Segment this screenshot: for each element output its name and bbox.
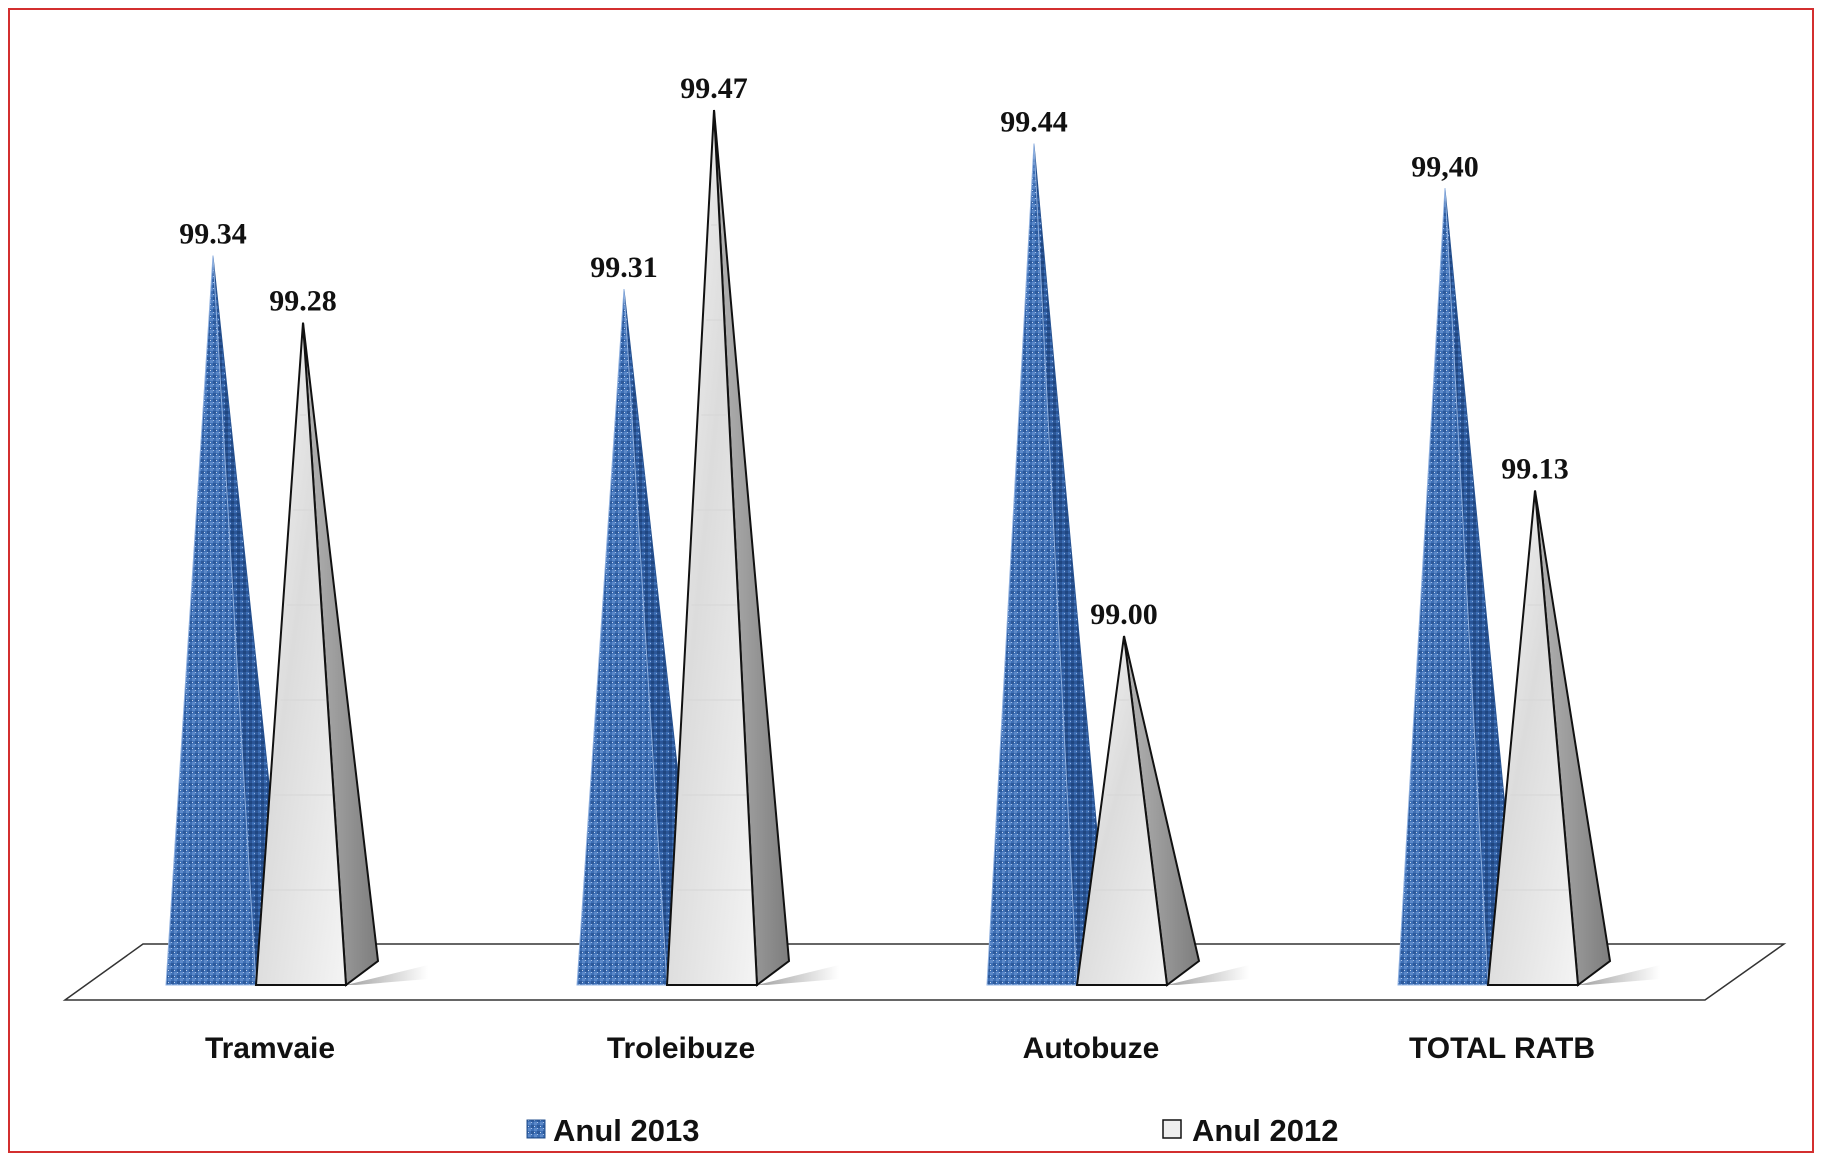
pyramid-front-face — [665, 109, 759, 986]
pyramid-shadow — [1578, 965, 1660, 985]
pyramid-2013-total-ratb: 99,40 — [1397, 150, 1570, 986]
pyramid-front-face — [165, 255, 257, 986]
pyramid-front-face — [1075, 635, 1169, 986]
pyramid-shadow — [757, 965, 839, 985]
legend-label-2012: Anul 2012 — [1192, 1113, 1338, 1148]
data-label-2012-3: 99.13 — [1501, 453, 1569, 486]
pyramid-front-face — [576, 289, 668, 986]
pyramid-shadow — [346, 965, 428, 985]
chart-marks: 99.34 99.31 99.44 99,40 99.28 99.47 99.00 99.13 — [165, 72, 1660, 987]
category-label-tramvaie: Tramvaie — [205, 1032, 335, 1065]
data-label-2013-0: 99.34 — [179, 217, 247, 250]
pyramid-shadow — [1167, 965, 1249, 985]
legend-item-2012: Anul 2012 — [1162, 1113, 1338, 1148]
data-label-2013-3: 99,40 — [1411, 150, 1479, 183]
pyramid-2012-total-ratb: 99.13 — [1486, 453, 1660, 987]
pyramid-2012-autobuze: 99.00 — [1075, 598, 1249, 987]
legend-item-2013: Anul 2013 — [526, 1113, 699, 1148]
data-label-2012-0: 99.28 — [269, 285, 337, 318]
pyramid-front-face — [254, 322, 348, 986]
legend-label-2013: Anul 2013 — [553, 1113, 699, 1148]
pyramid-2012-troleibuze: 99.47 — [665, 72, 839, 987]
legend: Anul 2013 Anul 2012 — [526, 1113, 1338, 1148]
data-label-2012-1: 99.47 — [680, 72, 748, 105]
category-label-total-ratb: TOTAL RATB — [1409, 1032, 1595, 1065]
data-label-2013-1: 99.31 — [590, 251, 658, 284]
pyramid-front-face — [1397, 188, 1489, 986]
pyramid-front-face — [1486, 490, 1580, 986]
category-label-autobuze: Autobuze — [1023, 1032, 1160, 1065]
data-label-2013-2: 99.44 — [1000, 106, 1068, 139]
chart-floor — [62, 943, 1787, 1001]
pyramid-2012-tramvaie: 99.28 — [254, 285, 428, 987]
category-label-troleibuze: Troleibuze — [607, 1032, 755, 1065]
legend-swatch-2012 — [1162, 1119, 1182, 1139]
legend-swatch-2013 — [526, 1119, 546, 1139]
data-label-2012-2: 99.00 — [1090, 598, 1158, 631]
pyramid-front-face — [986, 143, 1078, 986]
